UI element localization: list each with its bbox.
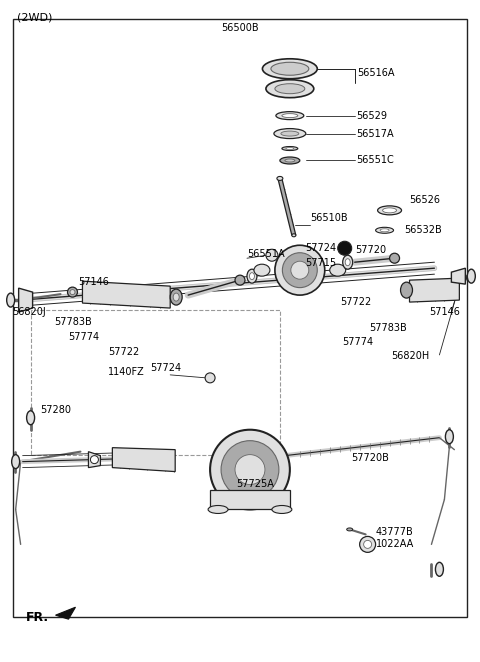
Ellipse shape xyxy=(70,289,75,295)
Polygon shape xyxy=(88,451,100,467)
Ellipse shape xyxy=(254,264,270,276)
Ellipse shape xyxy=(390,254,399,263)
Ellipse shape xyxy=(170,289,182,305)
Ellipse shape xyxy=(266,79,314,98)
Text: 43777B: 43777B xyxy=(376,528,413,538)
Ellipse shape xyxy=(208,506,228,514)
Text: 56532B: 56532B xyxy=(405,225,442,235)
Text: 56526: 56526 xyxy=(409,195,441,205)
Ellipse shape xyxy=(383,208,396,213)
Text: 56516A: 56516A xyxy=(358,68,395,77)
Text: 56551C: 56551C xyxy=(357,156,395,166)
Text: 1140FZ: 1140FZ xyxy=(108,367,145,377)
Ellipse shape xyxy=(235,455,265,485)
Ellipse shape xyxy=(221,441,279,498)
Text: 56820H: 56820H xyxy=(392,351,430,361)
Text: 56820J: 56820J xyxy=(12,307,47,317)
Ellipse shape xyxy=(250,273,254,279)
Ellipse shape xyxy=(281,131,299,136)
Ellipse shape xyxy=(235,275,245,285)
Ellipse shape xyxy=(330,264,346,276)
Text: 57146: 57146 xyxy=(78,277,109,287)
Ellipse shape xyxy=(68,287,77,297)
Text: 57774: 57774 xyxy=(342,337,373,347)
Text: 56517A: 56517A xyxy=(357,128,394,138)
Ellipse shape xyxy=(345,259,350,265)
Text: 57146: 57146 xyxy=(430,307,460,317)
Ellipse shape xyxy=(291,261,309,279)
Circle shape xyxy=(364,540,372,548)
Text: 1022AA: 1022AA xyxy=(376,540,414,549)
Ellipse shape xyxy=(272,506,292,514)
Ellipse shape xyxy=(12,455,20,469)
Ellipse shape xyxy=(282,253,317,287)
Text: 57715: 57715 xyxy=(305,258,336,268)
Ellipse shape xyxy=(271,62,309,75)
Text: 56529: 56529 xyxy=(357,111,388,120)
Ellipse shape xyxy=(456,273,467,283)
Ellipse shape xyxy=(380,229,389,232)
Text: 56510B: 56510B xyxy=(310,213,348,223)
Polygon shape xyxy=(451,268,465,284)
Ellipse shape xyxy=(210,430,290,510)
Ellipse shape xyxy=(263,59,317,79)
Ellipse shape xyxy=(275,83,305,94)
Ellipse shape xyxy=(435,562,444,577)
Ellipse shape xyxy=(378,206,402,215)
Ellipse shape xyxy=(445,430,454,444)
Text: 57724: 57724 xyxy=(305,243,336,254)
Polygon shape xyxy=(56,607,75,619)
Text: 57724: 57724 xyxy=(150,363,181,373)
Circle shape xyxy=(338,241,352,256)
Ellipse shape xyxy=(282,114,298,118)
Ellipse shape xyxy=(275,245,325,295)
Ellipse shape xyxy=(400,282,412,298)
Ellipse shape xyxy=(7,293,15,307)
Ellipse shape xyxy=(286,148,294,150)
Ellipse shape xyxy=(26,410,35,425)
Text: 57280: 57280 xyxy=(41,404,72,415)
Polygon shape xyxy=(19,288,33,312)
Polygon shape xyxy=(112,448,175,471)
Polygon shape xyxy=(210,489,290,510)
Text: 57720B: 57720B xyxy=(352,453,390,463)
Ellipse shape xyxy=(274,128,306,138)
Circle shape xyxy=(205,373,215,383)
Ellipse shape xyxy=(173,293,179,301)
Ellipse shape xyxy=(276,112,304,120)
Text: 56551A: 56551A xyxy=(247,249,285,260)
Ellipse shape xyxy=(282,146,298,150)
Ellipse shape xyxy=(292,234,296,237)
Bar xyxy=(31,310,280,455)
Ellipse shape xyxy=(277,177,283,181)
Ellipse shape xyxy=(459,275,464,281)
Ellipse shape xyxy=(247,269,257,283)
Polygon shape xyxy=(278,179,296,235)
Ellipse shape xyxy=(280,157,300,164)
Ellipse shape xyxy=(376,227,394,233)
Ellipse shape xyxy=(347,528,353,531)
Polygon shape xyxy=(409,278,459,302)
Text: 57722: 57722 xyxy=(108,347,140,357)
Text: 57722: 57722 xyxy=(340,297,371,307)
Ellipse shape xyxy=(468,269,475,283)
Circle shape xyxy=(360,536,376,552)
Polygon shape xyxy=(83,281,170,308)
Text: 57774: 57774 xyxy=(69,332,100,342)
Text: 56500B: 56500B xyxy=(221,23,259,33)
Text: 57783B: 57783B xyxy=(370,323,408,333)
Circle shape xyxy=(266,249,278,261)
Ellipse shape xyxy=(285,159,295,162)
Text: 57725A: 57725A xyxy=(236,479,274,489)
Text: 57783B: 57783B xyxy=(55,317,92,327)
Text: FR.: FR. xyxy=(25,610,49,624)
Text: 57720: 57720 xyxy=(356,245,387,256)
Ellipse shape xyxy=(90,455,98,463)
Text: (2WD): (2WD) xyxy=(17,13,52,23)
Ellipse shape xyxy=(343,256,353,269)
